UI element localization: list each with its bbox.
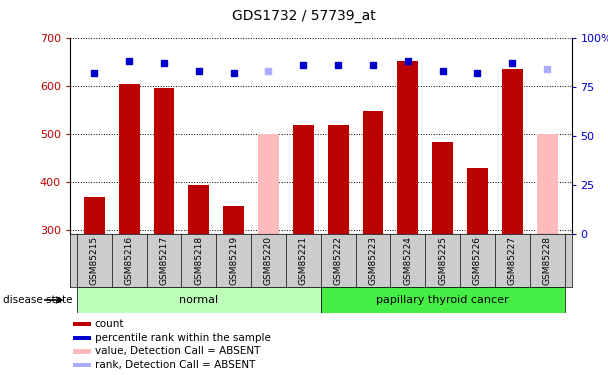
Bar — [73, 322, 91, 326]
Text: rank, Detection Call = ABSENT: rank, Detection Call = ABSENT — [95, 360, 255, 370]
Text: GDS1732 / 57739_at: GDS1732 / 57739_at — [232, 9, 376, 23]
Bar — [188, 185, 209, 234]
Text: papillary thyroid cancer: papillary thyroid cancer — [376, 295, 509, 305]
Text: disease state: disease state — [3, 295, 72, 305]
Bar — [467, 168, 488, 234]
Text: GSM85224: GSM85224 — [403, 236, 412, 285]
Text: GSM85220: GSM85220 — [264, 236, 273, 285]
Bar — [293, 125, 314, 234]
Bar — [119, 84, 140, 234]
Bar — [432, 142, 453, 234]
Text: GSM85216: GSM85216 — [125, 236, 134, 285]
Text: GSM85217: GSM85217 — [159, 236, 168, 285]
Text: GSM85221: GSM85221 — [299, 236, 308, 285]
Bar — [362, 111, 384, 234]
Text: GSM85215: GSM85215 — [90, 236, 99, 285]
Text: GSM85226: GSM85226 — [473, 236, 482, 285]
Bar — [153, 88, 174, 234]
Bar — [73, 363, 91, 367]
Bar — [502, 69, 523, 234]
Bar — [73, 336, 91, 340]
Bar — [328, 125, 348, 234]
Bar — [321, 287, 565, 313]
Text: GSM85218: GSM85218 — [195, 236, 203, 285]
Text: percentile rank within the sample: percentile rank within the sample — [95, 333, 271, 343]
Text: GSM85223: GSM85223 — [368, 236, 378, 285]
Text: GSM85219: GSM85219 — [229, 236, 238, 285]
Text: GSM85222: GSM85222 — [334, 236, 343, 285]
Text: GSM85227: GSM85227 — [508, 236, 517, 285]
Text: value, Detection Call = ABSENT: value, Detection Call = ABSENT — [95, 346, 260, 357]
Bar — [223, 206, 244, 234]
Text: count: count — [95, 319, 124, 329]
Bar — [73, 350, 91, 354]
Bar — [77, 287, 321, 313]
Bar — [537, 134, 558, 234]
Text: GSM85228: GSM85228 — [542, 236, 551, 285]
Text: GSM85225: GSM85225 — [438, 236, 447, 285]
Bar — [258, 134, 279, 234]
Bar — [84, 197, 105, 234]
Text: normal: normal — [179, 295, 218, 305]
Bar — [398, 60, 418, 234]
